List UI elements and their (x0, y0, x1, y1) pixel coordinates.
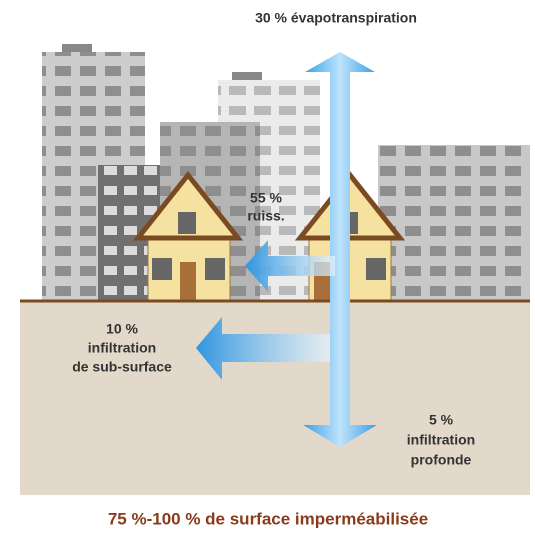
label: infiltration (407, 432, 475, 448)
label: ruiss. (247, 208, 284, 224)
label: profonde (411, 452, 472, 468)
label: 30 % évapotranspiration (255, 10, 417, 26)
label: 10 % (106, 321, 138, 337)
caption: 75 %-100 % de surface imperméabilisée (108, 509, 428, 528)
label: de sub-surface (72, 359, 172, 375)
arrows (196, 52, 377, 447)
label: infiltration (88, 340, 156, 356)
label: 5 % (429, 412, 454, 428)
label: 55 % (250, 190, 282, 206)
